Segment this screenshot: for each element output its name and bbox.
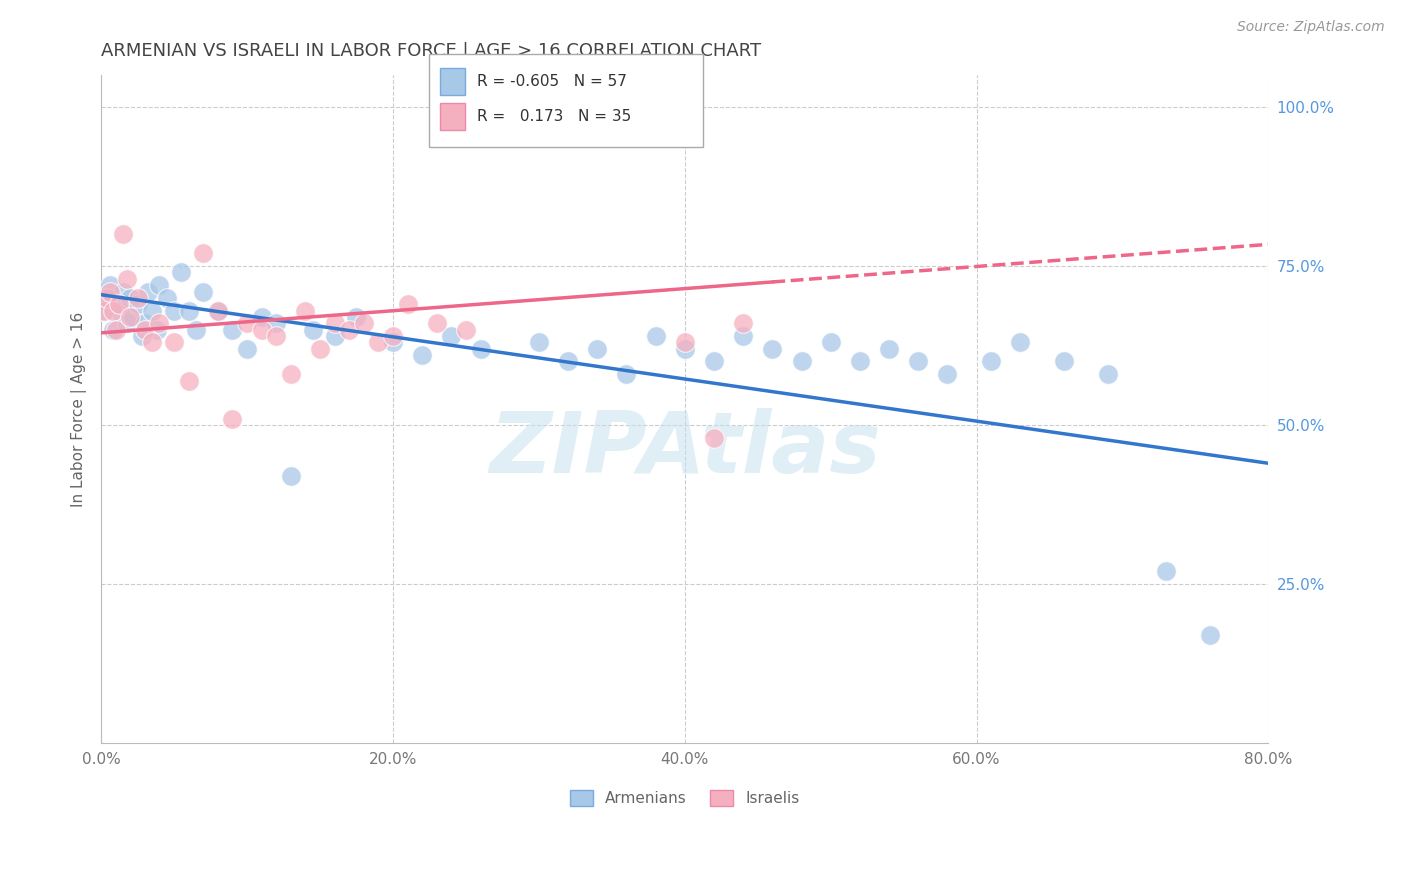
Point (101, 303, 124, 318)
Point (761, 342, 783, 356)
Point (120, 291, 142, 305)
Point (280, 368, 302, 382)
Point (323, 316, 346, 330)
Point (145, 323, 167, 337)
Point (1053, 354, 1076, 368)
Point (104, 323, 127, 337)
Y-axis label: In Labor Force | Age > 16: In Labor Force | Age > 16 (72, 311, 87, 507)
Point (733, 329, 755, 343)
Point (250, 310, 273, 324)
Point (264, 316, 287, 330)
Point (98, 285, 121, 299)
Point (120, 310, 142, 324)
Point (96, 291, 118, 305)
Point (177, 303, 200, 318)
Point (141, 335, 163, 350)
Point (250, 323, 273, 337)
Point (849, 354, 872, 368)
Point (264, 329, 287, 343)
Point (193, 246, 215, 260)
Point (207, 303, 229, 318)
Point (134, 316, 156, 330)
Point (127, 291, 149, 305)
Point (107, 303, 129, 318)
Point (586, 342, 609, 356)
Point (148, 316, 170, 330)
Point (141, 303, 163, 318)
Text: Source: ZipAtlas.com: Source: ZipAtlas.com (1237, 20, 1385, 34)
Point (294, 303, 316, 318)
Point (122, 310, 145, 324)
Point (221, 323, 243, 337)
Point (644, 329, 666, 343)
Point (163, 303, 186, 318)
Point (440, 329, 463, 343)
Point (673, 342, 696, 356)
Point (527, 335, 550, 350)
Point (193, 285, 215, 299)
Point (170, 265, 193, 279)
Point (184, 323, 207, 337)
Point (98, 278, 121, 293)
Point (104, 297, 127, 311)
Point (177, 374, 200, 388)
Point (236, 342, 259, 356)
Point (107, 297, 129, 311)
Point (454, 323, 477, 337)
Point (907, 354, 929, 368)
Point (790, 354, 813, 368)
Text: R = -0.605   N = 57: R = -0.605 N = 57 (477, 74, 627, 88)
Point (309, 342, 332, 356)
Point (411, 348, 433, 362)
Point (1199, 628, 1222, 642)
Point (557, 354, 579, 368)
Point (111, 227, 134, 242)
Point (117, 272, 139, 286)
Point (101, 323, 124, 337)
Point (163, 335, 186, 350)
Text: ARMENIAN VS ISRAELI IN LABOR FORCE | AGE > 16 CORRELATION CHART: ARMENIAN VS ISRAELI IN LABOR FORCE | AGE… (101, 42, 761, 60)
Text: ZIPAtlas: ZIPAtlas (489, 408, 880, 491)
Point (396, 297, 419, 311)
Point (111, 285, 134, 299)
Point (301, 323, 323, 337)
Point (117, 316, 139, 330)
Point (156, 291, 179, 305)
Point (353, 316, 375, 330)
Point (733, 316, 755, 330)
Point (1097, 368, 1119, 382)
Point (820, 335, 842, 350)
Point (426, 316, 449, 330)
Point (148, 278, 170, 293)
Point (367, 335, 389, 350)
Point (323, 329, 346, 343)
Point (381, 329, 404, 343)
Point (936, 368, 959, 382)
Point (703, 431, 725, 445)
Point (877, 342, 900, 356)
Point (96, 291, 118, 305)
Point (673, 335, 696, 350)
Point (980, 354, 1002, 368)
Point (236, 316, 259, 330)
Point (93, 303, 115, 318)
Point (280, 469, 302, 483)
Point (221, 411, 243, 425)
Point (703, 354, 725, 368)
Point (337, 323, 360, 337)
Point (134, 323, 156, 337)
Point (131, 329, 153, 343)
Point (1156, 565, 1178, 579)
Point (616, 368, 638, 382)
Point (346, 310, 368, 324)
Point (1010, 335, 1032, 350)
Point (381, 335, 404, 350)
Point (136, 285, 159, 299)
Point (127, 297, 149, 311)
Text: R =   0.173   N = 35: R = 0.173 N = 35 (477, 110, 631, 124)
Point (207, 303, 229, 318)
Point (93, 303, 115, 318)
Point (470, 342, 492, 356)
Legend: Armenians, Israelis: Armenians, Israelis (564, 784, 806, 813)
